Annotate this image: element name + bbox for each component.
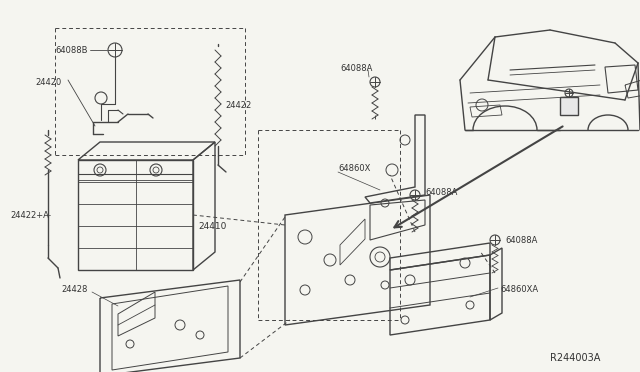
Text: 64088B: 64088B bbox=[55, 45, 88, 55]
Text: 24422+A: 24422+A bbox=[10, 211, 49, 219]
Text: 24410: 24410 bbox=[198, 221, 227, 231]
Text: 24428: 24428 bbox=[61, 285, 88, 295]
Text: 64860XA: 64860XA bbox=[500, 285, 538, 295]
Polygon shape bbox=[560, 97, 578, 115]
Polygon shape bbox=[365, 115, 425, 203]
Text: 64088A: 64088A bbox=[425, 187, 458, 196]
Text: 24420: 24420 bbox=[35, 77, 61, 87]
Polygon shape bbox=[285, 195, 430, 325]
Text: 64088A: 64088A bbox=[505, 235, 538, 244]
Text: 64860X: 64860X bbox=[338, 164, 371, 173]
Text: 64088A: 64088A bbox=[340, 64, 372, 73]
Text: 24422: 24422 bbox=[225, 100, 252, 109]
Text: R244003A: R244003A bbox=[550, 353, 600, 363]
